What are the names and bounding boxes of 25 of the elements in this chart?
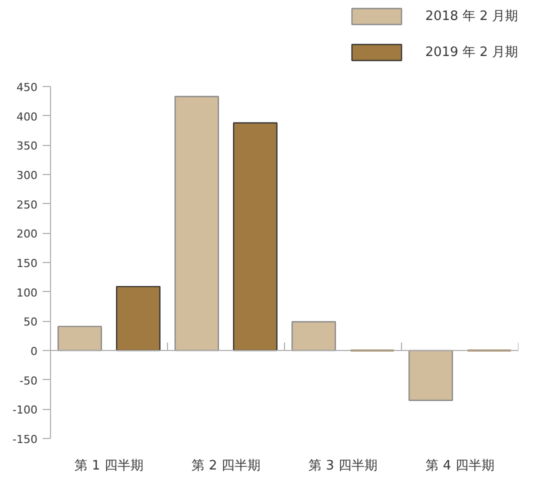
y-tick-label: -150 [12, 433, 38, 446]
y-tick-label: 250 [16, 198, 38, 212]
x-tick-label: 第 1 四半期 [74, 458, 144, 474]
y-tick-label: 0 [30, 345, 38, 358]
x-tick-label: 第 2 四半期 [192, 458, 260, 474]
y-tick-label: 100 [16, 286, 38, 300]
bar [292, 321, 336, 352]
y-tick-label: 350 [16, 140, 38, 153]
legend-label: 2018 年 2 月期 [425, 8, 518, 25]
y-tick-label: 300 [16, 169, 38, 182]
y-tick-label: 50 [24, 316, 38, 329]
x-tick-label: 第 4 四半期 [426, 458, 494, 474]
y-tick-label: 450 [16, 81, 38, 94]
y-tick-label: -50 [20, 374, 38, 388]
y-tick-label: 150 [16, 257, 38, 270]
bar [174, 96, 219, 352]
bar [116, 286, 160, 352]
bar [233, 122, 278, 352]
y-tick-label: 200 [16, 228, 38, 241]
y-tick-label: 400 [16, 110, 38, 124]
x-tick-label: 第 3 四半期 [308, 458, 378, 474]
legend-label: 2019 年 2 月期 [425, 44, 518, 61]
bar [58, 326, 102, 352]
y-tick-label: -100 [12, 404, 38, 417]
bar [408, 350, 453, 401]
